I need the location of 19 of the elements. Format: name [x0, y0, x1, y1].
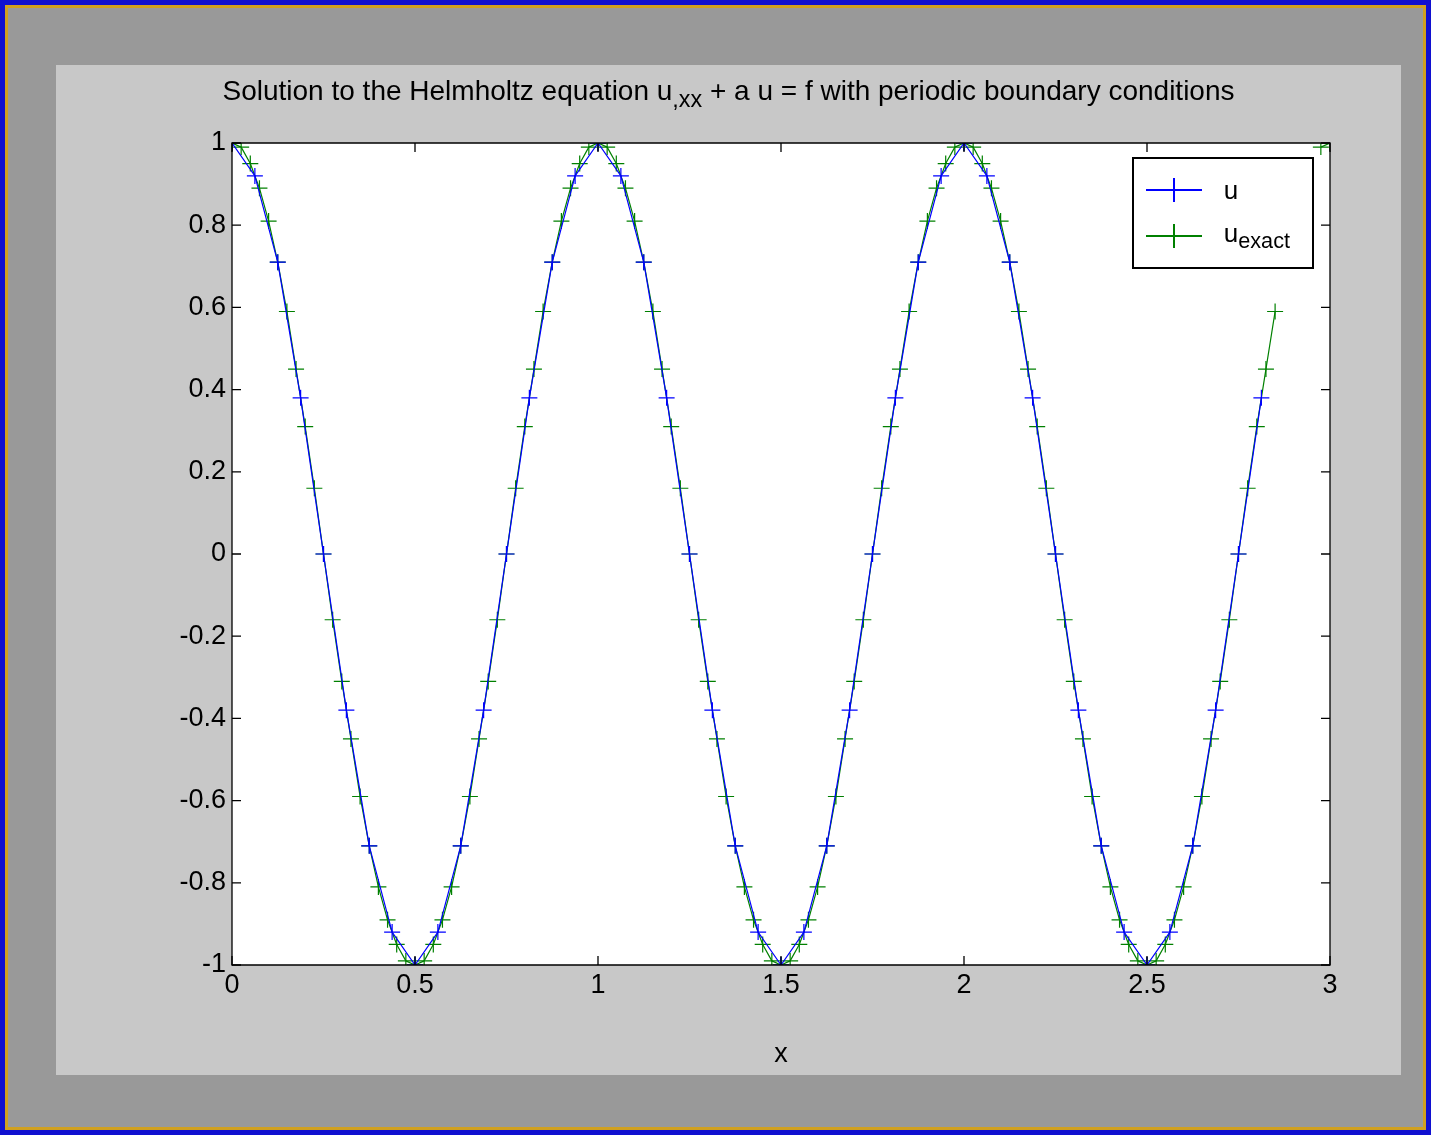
- y-tick-label: 1: [210, 126, 226, 157]
- y-tick-label: 0.4: [188, 373, 226, 404]
- y-tick-label: -0.4: [179, 701, 226, 732]
- x-tick-label: 0.5: [396, 968, 434, 999]
- y-tick-label: -0.8: [179, 866, 226, 897]
- y-tick-label: -1: [201, 948, 226, 979]
- y-tick-label: -0.6: [179, 784, 226, 815]
- y-tick-label: 0.8: [188, 208, 226, 239]
- y-tick-label: 0.2: [188, 455, 226, 486]
- x-tick-label: 1: [590, 968, 606, 999]
- x-tick-label: 2: [956, 968, 972, 999]
- y-tick-label: -0.2: [179, 619, 226, 650]
- chart-title: Solution to the Helmholtz equation u$_{,xx}$ + a u = f with periodic boundary conditions: [221, 75, 1236, 113]
- x-tick-label: 2.5: [1128, 968, 1166, 999]
- y-tick-label: 0.6: [188, 290, 226, 321]
- y-tick-label: 0: [210, 537, 226, 568]
- x-tick-label: 3: [1322, 968, 1338, 999]
- x-axis-title: x: [774, 1038, 789, 1069]
- x-tick-label: 1.5: [762, 968, 800, 999]
